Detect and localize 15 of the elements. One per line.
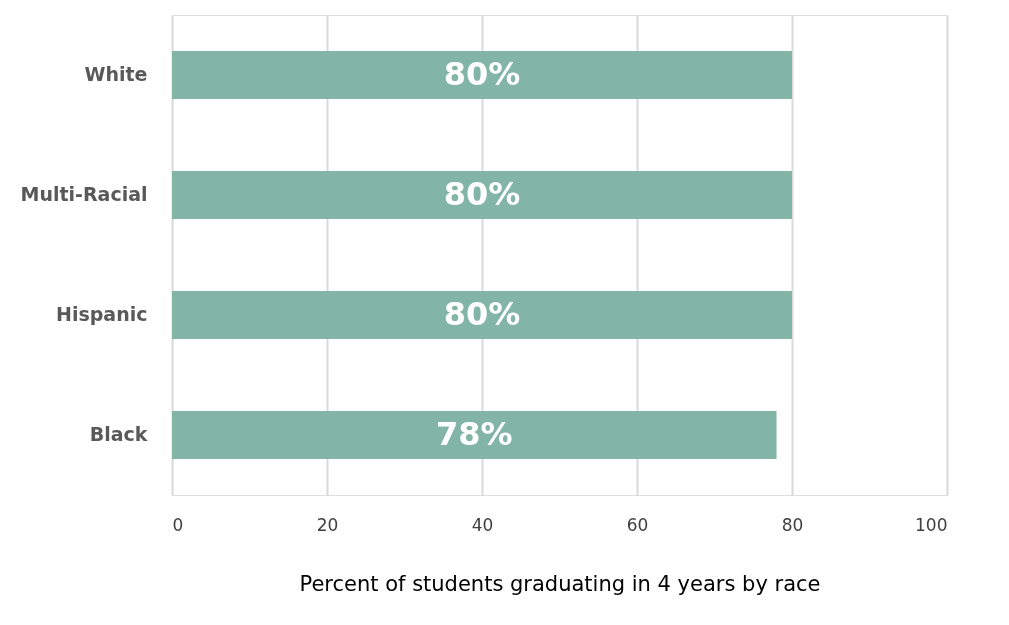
- y-tick-label: White: [84, 63, 148, 85]
- x-tick-label: 100: [915, 514, 948, 535]
- data-label: 80%: [443, 295, 521, 333]
- x-tick-label: 20: [316, 514, 339, 535]
- x-tick-label: 60: [626, 514, 649, 535]
- data-label: 80%: [443, 175, 521, 213]
- x-axis-title: Percent of students graduating in 4 years by race: [299, 571, 821, 596]
- x-tick-label: 40: [471, 514, 494, 535]
- y-tick-label: Black: [89, 423, 148, 445]
- y-tick-label: Hispanic: [56, 303, 148, 325]
- x-tick-label: 0: [172, 514, 184, 535]
- x-tick-label: 80: [781, 514, 804, 535]
- y-tick-label: Multi-Racial: [20, 183, 148, 205]
- data-label: 80%: [443, 55, 521, 93]
- data-label: 78%: [435, 415, 513, 453]
